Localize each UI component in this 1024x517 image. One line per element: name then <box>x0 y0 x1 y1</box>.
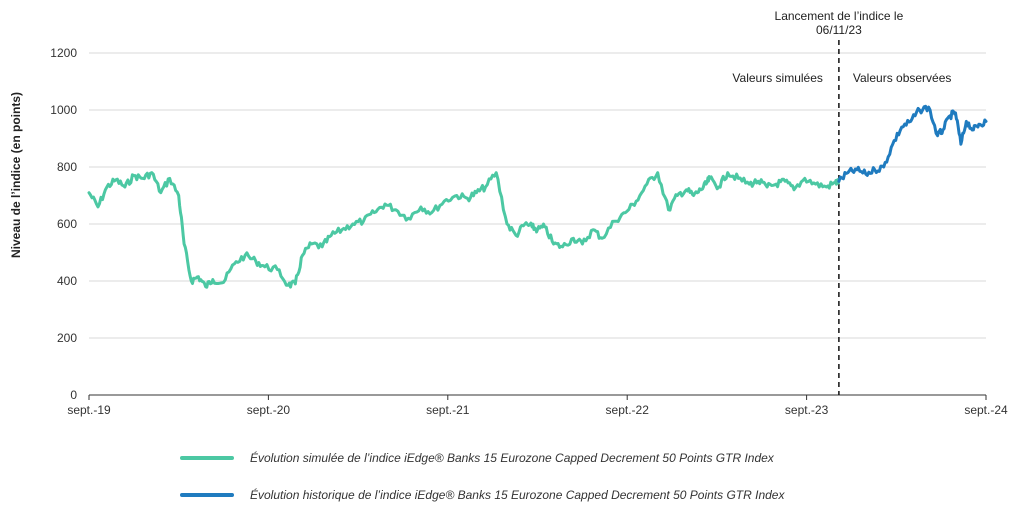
x-tick-label: sept.-23 <box>785 403 829 417</box>
y-tick-labels: 0 200 400 600 800 1000 1200 <box>50 46 77 402</box>
y-tick-label: 400 <box>57 274 77 288</box>
y-tick-label: 1200 <box>50 46 77 60</box>
legend-item-simulated: Évolution simulée de l’indice iEdge® Ban… <box>180 451 774 465</box>
y-tick-label: 200 <box>57 331 77 345</box>
legend-item-historical: Évolution historique de l’indice iEdge® … <box>180 488 784 502</box>
launch-label-line-1: Lancement de l’indice le <box>775 9 904 23</box>
legend-label-simulated: Évolution simulée de l’indice iEdge® Ban… <box>250 451 774 465</box>
grid-lines <box>89 52 986 339</box>
simulated-values-label: Valeurs simulées <box>732 71 822 85</box>
y-axis-label: Niveau de l’indice (en points) <box>9 92 23 258</box>
legend-label-historical: Évolution historique de l’indice iEdge® … <box>250 488 785 502</box>
y-tick-label: 800 <box>57 160 77 174</box>
legend-swatch-historical <box>180 493 234 497</box>
series-line-simulated <box>87 171 841 289</box>
x-tick-label: sept.-24 <box>964 403 1008 417</box>
x-tick-label: sept.-22 <box>606 403 650 417</box>
legend-swatch-simulated <box>180 456 234 460</box>
x-tick-labels: sept.-19 sept.-20 sept.-21 sept.-22 sept.-23… <box>67 395 1008 417</box>
x-tick-label: sept.-21 <box>426 403 470 417</box>
series-line-historical <box>837 104 988 183</box>
series-lines <box>87 104 988 289</box>
observed-values-label: Valeurs observées <box>853 71 952 85</box>
x-tick-label: sept.-20 <box>247 403 291 417</box>
y-tick-label: 1000 <box>50 103 77 117</box>
x-tick-label: sept.-19 <box>67 403 111 417</box>
launch-label-line-2: 06/11/23 <box>816 23 862 37</box>
y-tick-label: 0 <box>70 388 77 402</box>
y-tick-label: 600 <box>57 217 77 231</box>
